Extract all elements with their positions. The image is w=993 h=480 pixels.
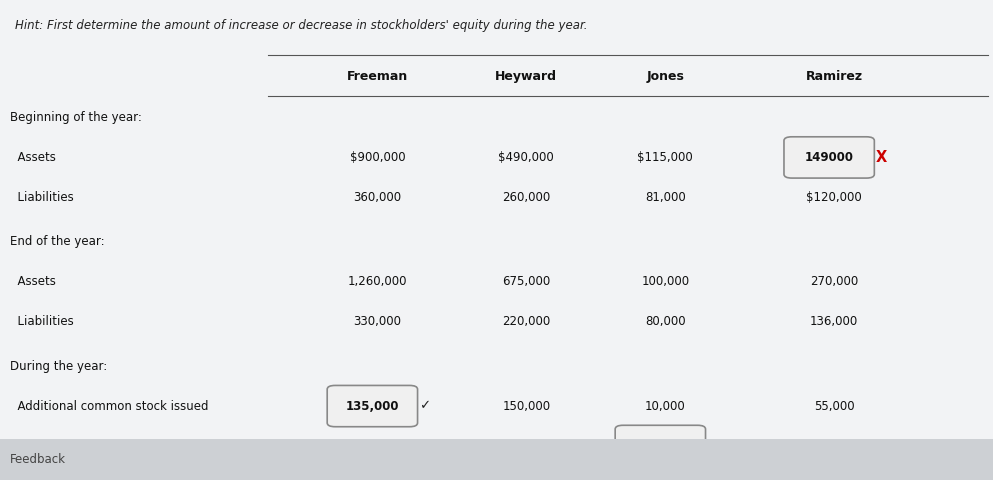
Text: 270,000: 270,000	[810, 275, 858, 288]
Text: Hint: First determine the amount of increase or decrease in stockholders' equity: Hint: First determine the amount of incr…	[15, 19, 588, 32]
Text: 100,000: 100,000	[641, 275, 689, 288]
Text: 75,000: 75,000	[356, 439, 398, 453]
Text: 220,000: 220,000	[502, 315, 550, 328]
Text: ✓: ✓	[707, 439, 718, 453]
Text: 80,000: 80,000	[645, 315, 685, 328]
Text: Feedback: Feedback	[10, 453, 66, 467]
Text: 32,000: 32,000	[505, 439, 547, 453]
Text: Jones: Jones	[646, 70, 684, 84]
Text: 136,000: 136,000	[810, 315, 858, 328]
Text: 55,000: 55,000	[814, 399, 854, 413]
Text: ✓: ✓	[419, 399, 430, 413]
Text: 260,000: 260,000	[502, 191, 550, 204]
Text: ✓: ✓	[568, 479, 579, 480]
FancyBboxPatch shape	[0, 439, 993, 480]
Text: $115,000: $115,000	[638, 151, 693, 164]
Text: Heyward: Heyward	[496, 70, 557, 84]
Text: 570,000: 570,000	[354, 479, 401, 480]
Text: Assets: Assets	[10, 151, 56, 164]
Text: 675,000: 675,000	[502, 275, 550, 288]
Text: Freeman: Freeman	[347, 70, 408, 84]
FancyBboxPatch shape	[477, 465, 566, 480]
Text: Dividends: Dividends	[10, 439, 76, 453]
Text: 39,000: 39,000	[813, 439, 855, 453]
Text: 115,000: 115,000	[641, 479, 689, 480]
Text: Additional common stock issued: Additional common stock issued	[10, 399, 209, 413]
Text: 360,000: 360,000	[354, 191, 401, 204]
Text: X: X	[876, 150, 887, 165]
Text: 135,000: 135,000	[346, 399, 399, 413]
Text: 150,000: 150,000	[502, 399, 550, 413]
Text: 1,260,000: 1,260,000	[348, 275, 407, 288]
Text: Assets: Assets	[10, 275, 56, 288]
Text: Revenue: Revenue	[10, 479, 69, 480]
Text: Liabilities: Liabilities	[10, 191, 73, 204]
Text: $120,000: $120,000	[806, 191, 862, 204]
Text: Liabilities: Liabilities	[10, 315, 73, 328]
Text: During the year:: During the year:	[10, 360, 107, 373]
Text: $900,000: $900,000	[350, 151, 405, 164]
FancyBboxPatch shape	[0, 0, 993, 446]
FancyBboxPatch shape	[328, 385, 417, 427]
FancyBboxPatch shape	[616, 425, 705, 467]
Text: 81,000: 81,000	[644, 191, 686, 204]
FancyBboxPatch shape	[784, 137, 874, 178]
Text: End of the year:: End of the year:	[10, 235, 104, 249]
Text: Beginning of the year:: Beginning of the year:	[10, 111, 142, 124]
Text: 10,000: 10,000	[644, 399, 686, 413]
Text: 149000: 149000	[804, 151, 854, 164]
Text: 330,000: 330,000	[354, 315, 401, 328]
Text: 16,500: 16,500	[638, 439, 683, 453]
Text: $490,000: $490,000	[498, 151, 554, 164]
Text: Ramirez: Ramirez	[805, 70, 863, 84]
Text: 235,000: 235,000	[495, 479, 548, 480]
Text: 115,000: 115,000	[810, 479, 858, 480]
